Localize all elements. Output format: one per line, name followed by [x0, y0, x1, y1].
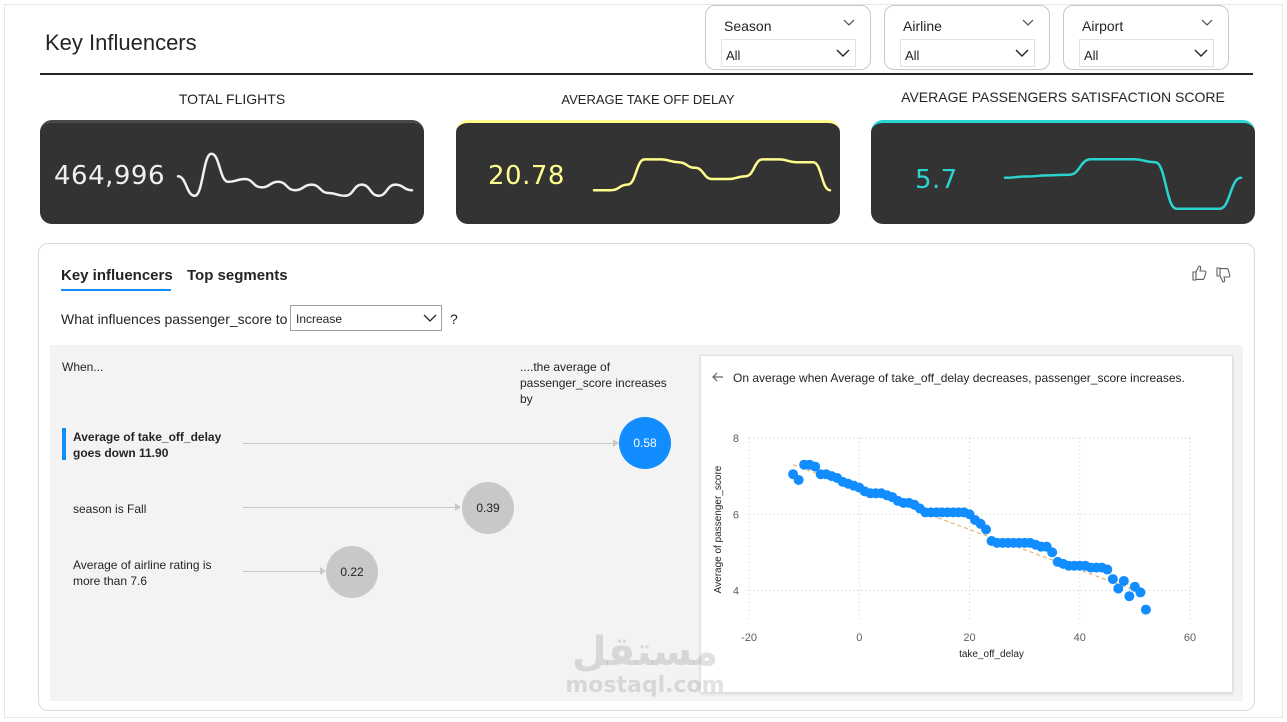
season-slicer-label: Season	[724, 18, 772, 34]
scatter-point[interactable]	[981, 524, 992, 535]
influencer-label-line1: season is Fall	[73, 502, 147, 516]
watermark: مستقل mostaql.com	[565, 629, 725, 698]
total-flights-title: TOTAL FLIGHTS	[178, 91, 286, 107]
influencer-label-line1: Average of airline rating is	[73, 558, 212, 572]
avg-takeoff-delay-sparkline	[592, 158, 832, 192]
x-tick-label: -20	[741, 632, 757, 644]
connector-line	[243, 443, 616, 444]
avg-satisfaction-sparkline	[1003, 157, 1243, 211]
connector-arrow	[613, 439, 619, 447]
page-title: Key Influencers	[45, 30, 197, 55]
airline-dropdown-value: All	[905, 48, 920, 63]
total-flights-card[interactable]: 464,996	[40, 120, 424, 224]
x-tick-label: 60	[1184, 632, 1196, 644]
influencers-area: When... ....the average of passenger_sco…	[50, 345, 1243, 701]
influence-direction-dropdown[interactable]: Increase	[290, 305, 442, 331]
scatter-point[interactable]	[793, 474, 804, 485]
airline-slicer[interactable]: Airline All	[884, 5, 1050, 70]
airport-slicer[interactable]: Airport All	[1063, 5, 1229, 70]
avg-takeoff-delay-title: AVERAGE TAKE OFF DELAY	[561, 92, 735, 107]
chevron-down-icon[interactable]	[1194, 46, 1208, 60]
y-axis-label: Average of passenger_score	[713, 465, 724, 593]
tab-top-segments[interactable]: Top segments	[187, 267, 288, 284]
scatter-point[interactable]	[1113, 583, 1124, 594]
airline-dropdown[interactable]: All	[900, 39, 1035, 67]
connector-arrow	[320, 567, 326, 575]
when-heading: When...	[62, 360, 104, 374]
y-tick-label: 6	[733, 509, 739, 521]
chevron-down-icon[interactable]	[842, 16, 856, 30]
avg-satisfaction-title: AVERAGE PASSENGERS SATISFACTION SCORE	[901, 89, 1225, 105]
season-dropdown-value: All	[726, 48, 741, 63]
x-tick-label: 0	[856, 632, 862, 644]
report-canvas	[4, 4, 1283, 718]
airport-dropdown[interactable]: All	[1079, 39, 1214, 67]
then-heading: ....the average of passenger_score incre…	[520, 360, 667, 406]
influence-bubble[interactable]: 0.58	[619, 417, 671, 469]
scatter-chart: 4 6 8 -20 0 20 40 60 take_off_delay Average of pa…	[713, 433, 1196, 660]
detail-description: On average when Average of take_off_dela…	[733, 371, 1185, 385]
question-mark: ?	[450, 311, 458, 327]
x-tick-label: 20	[963, 632, 975, 644]
x-tick-label: 40	[1074, 632, 1086, 644]
influencer-label-line2: goes down 11.90	[73, 446, 169, 460]
connector-line	[243, 507, 458, 508]
sparkline-path	[1003, 157, 1243, 211]
season-dropdown[interactable]: All	[721, 39, 856, 67]
sparkline-path	[592, 158, 832, 192]
influencer-label-line1: Average of take_off_delay	[73, 430, 222, 444]
total-flights-sparkline	[176, 152, 414, 198]
connector-arrow	[455, 503, 461, 511]
airline-slicer-label: Airline	[903, 18, 942, 34]
connector-line	[243, 571, 323, 572]
scatter-point[interactable]	[810, 461, 821, 472]
avg-satisfaction-value: 5.7	[915, 165, 958, 195]
chevron-down-icon[interactable]	[1021, 16, 1035, 30]
influence-direction-value: Increase	[296, 312, 343, 326]
influencer-row[interactable]: Average of take_off_delay goes down 11.9…	[73, 429, 221, 461]
avg-takeoff-delay-card[interactable]: 20.78	[456, 120, 840, 224]
chevron-down-icon[interactable]	[423, 311, 437, 325]
chevron-down-icon[interactable]	[1015, 46, 1029, 60]
selected-indicator	[62, 428, 66, 460]
scatter-point[interactable]	[1047, 547, 1058, 558]
influencer-row[interactable]: season is Fall	[73, 501, 146, 517]
scatter-point[interactable]	[1118, 575, 1129, 586]
key-influencers-visual: Key influencers Top segments What influe…	[38, 243, 1255, 711]
chevron-down-icon[interactable]	[836, 46, 850, 60]
airport-slicer-label: Airport	[1082, 18, 1124, 34]
avg-takeoff-delay-value: 20.78	[488, 161, 565, 191]
scatter-point[interactable]	[1107, 574, 1118, 585]
total-flights-value: 464,996	[54, 161, 166, 191]
influence-bubble[interactable]: 0.39	[462, 482, 514, 534]
y-tick-label: 8	[733, 433, 739, 445]
thumbs-down-icon[interactable]	[1215, 266, 1233, 284]
avg-satisfaction-card[interactable]: 5.7	[871, 120, 1255, 224]
tab-key-influencers[interactable]: Key influencers	[61, 267, 173, 284]
influencer-row[interactable]: Average of airline rating is more than 7…	[73, 557, 212, 589]
scatter-point[interactable]	[1135, 587, 1146, 598]
season-slicer[interactable]: Season All	[705, 5, 871, 70]
influence-bubble[interactable]: 0.22	[326, 546, 378, 598]
sparkline-path	[176, 152, 414, 198]
influencer-label-line2: more than 7.6	[73, 574, 148, 588]
back-arrow-icon[interactable]	[711, 370, 725, 384]
influencer-detail-card: On average when Average of take_off_dela…	[700, 355, 1233, 693]
scatter-point[interactable]	[1102, 564, 1113, 575]
scatter-point[interactable]	[1124, 591, 1135, 602]
question-prefix: What influences passenger_score to	[61, 311, 288, 327]
thumbs-up-icon[interactable]	[1191, 264, 1209, 282]
scatter-point[interactable]	[1140, 604, 1151, 615]
x-axis-label: take_off_delay	[959, 649, 1024, 660]
active-tab-indicator	[61, 289, 171, 291]
title-divider	[40, 73, 1253, 75]
y-tick-label: 4	[733, 586, 739, 598]
chevron-down-icon[interactable]	[1200, 16, 1214, 30]
airport-dropdown-value: All	[1084, 48, 1099, 63]
